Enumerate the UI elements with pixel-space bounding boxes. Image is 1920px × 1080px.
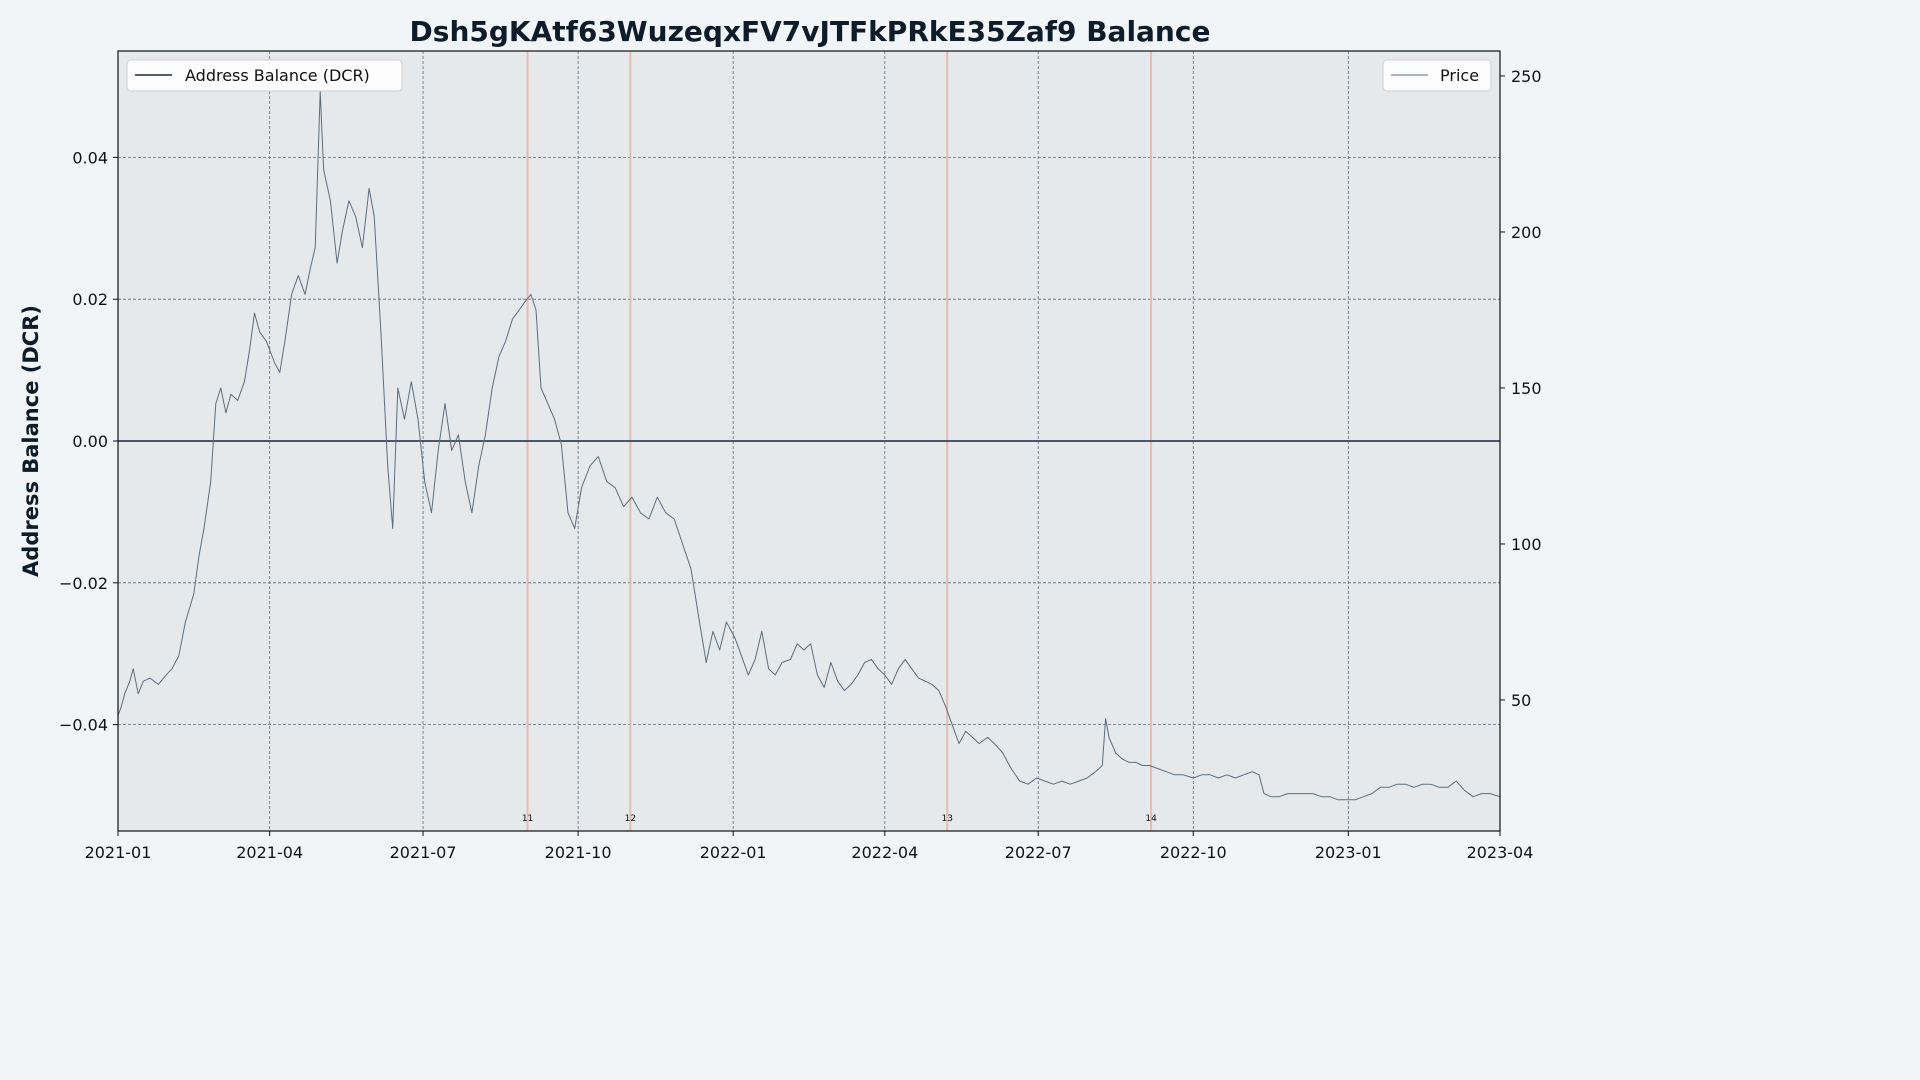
x-tick-label: 2023-04 [1467,843,1534,862]
x-tick-label: 2021-07 [390,843,457,862]
event-label: 14 [1145,814,1157,824]
x-tick-label: 2022-04 [851,843,918,862]
x-tick-label: 2022-10 [1160,843,1227,862]
legend-box-price [1382,59,1492,92]
event-label: 11 [522,814,533,824]
event-label: 13 [941,814,952,824]
balance-chart: Dsh5gKAtf63WuzeqxFV7vJTFkPRkE35Zaf9 Bala… [19,15,1542,862]
chart-container: Dsh5gKAtf63WuzeqxFV7vJTFkPRkE35Zaf9 Bala… [19,15,1542,862]
y2-tick-label: 100 [1511,535,1542,554]
price-line [117,91,1501,801]
legend-label-price: Price [1440,66,1479,85]
y-tick-label: −0.02 [59,574,108,593]
y2-tick-label: 200 [1511,223,1542,242]
x-tick-label: 2022-07 [1005,843,1072,862]
x-tick-label: 2023-01 [1315,843,1382,862]
plot-frame [117,50,1501,832]
y2-tick-label: 50 [1511,691,1531,710]
legend-label-balance: Address Balance (DCR) [185,66,370,85]
y-tick-label: −0.04 [59,716,108,735]
chart-title: Dsh5gKAtf63WuzeqxFV7vJTFkPRkE35Zaf9 Bala… [410,15,1211,48]
y2-tick-label: 250 [1511,67,1542,86]
legend-box-balance [126,59,403,92]
y2-tick-label: 150 [1511,379,1542,398]
x-tick-label: 2022-01 [700,843,767,862]
x-tick-label: 2021-04 [236,843,303,862]
y-axis-label: Address Balance (DCR) [19,305,43,577]
plot-area: 2021-01 2021-04 2021-07 2021-10 2022-01 2022-… [59,50,1542,862]
y-tick-label: 0.02 [72,290,108,309]
y-tick-label: 0.04 [72,148,108,167]
x-tick-label: 2021-01 [85,843,152,862]
event-label: 12 [625,814,636,824]
y-tick-label: 0.00 [72,432,108,451]
x-tick-label: 2021-10 [545,843,612,862]
